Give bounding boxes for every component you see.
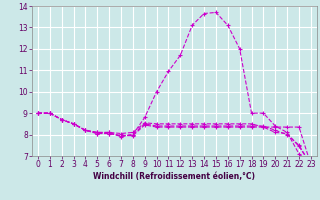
X-axis label: Windchill (Refroidissement éolien,°C): Windchill (Refroidissement éolien,°C) <box>93 172 255 181</box>
